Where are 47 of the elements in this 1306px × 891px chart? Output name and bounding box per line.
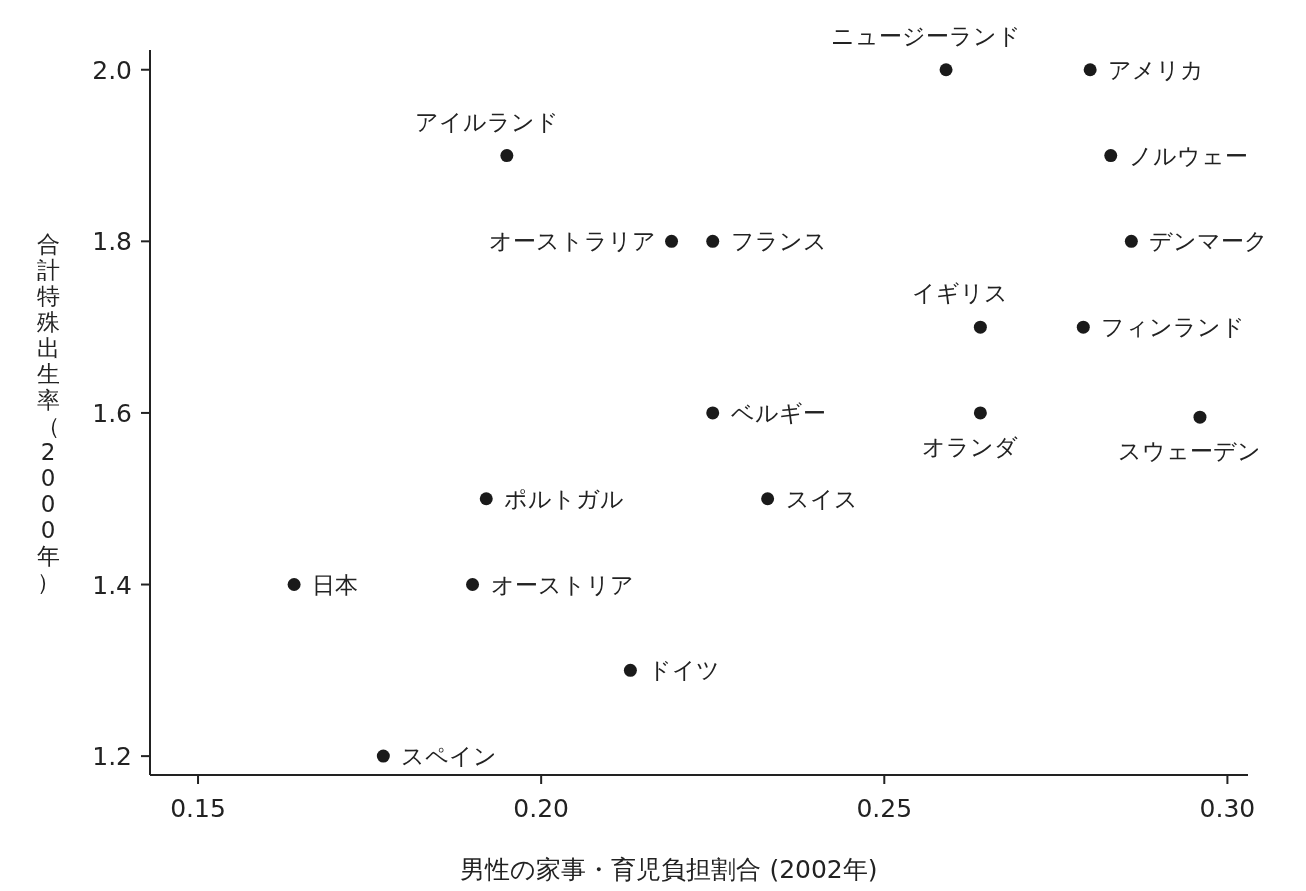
point xyxy=(1076,320,1090,334)
annotation: デンマーク xyxy=(1149,228,1269,255)
annotation: アイルランド xyxy=(414,108,559,135)
y-tick-label: 1.6 xyxy=(92,398,132,428)
x-tick-label: 0.20 xyxy=(513,794,569,823)
annotation: スペイン xyxy=(401,743,498,770)
point xyxy=(466,578,480,592)
point xyxy=(623,663,637,677)
point xyxy=(1193,410,1207,424)
point xyxy=(287,578,301,592)
y-tick-label: 1.8 xyxy=(92,227,132,257)
annotation: オーストラリア xyxy=(488,228,656,255)
point xyxy=(706,406,720,420)
text: 合計特殊出生率（2000年） xyxy=(36,230,60,595)
annotation: ノルウェー xyxy=(1128,142,1248,169)
point xyxy=(1124,234,1138,248)
annotation: アメリカ xyxy=(1108,56,1205,83)
annotation: イギリス xyxy=(912,280,1009,307)
point xyxy=(665,234,679,248)
y-tick-label: 2.0 xyxy=(92,55,132,85)
point xyxy=(706,234,720,248)
point xyxy=(973,320,987,334)
annotation: ドイツ xyxy=(648,657,721,684)
annotation: スイス xyxy=(785,485,858,512)
x-tick-label: 0.30 xyxy=(1199,794,1256,823)
y-tick-label: 1.2 xyxy=(92,742,132,772)
point xyxy=(376,749,390,763)
point xyxy=(761,492,775,506)
annotation: オランダ xyxy=(922,433,1019,460)
annotation: オーストリア xyxy=(490,571,634,598)
y-tick-label: 1.4 xyxy=(92,570,132,600)
annotation: ニュージーランド xyxy=(831,22,1022,49)
x-tick-label: 0.25 xyxy=(856,794,913,823)
x-tick-label: 0.15 xyxy=(170,794,226,823)
annotation: ポルトガル xyxy=(504,485,625,512)
annotation: フランス xyxy=(730,228,827,255)
point xyxy=(973,406,987,420)
point xyxy=(479,492,493,506)
annotation: 日本 xyxy=(312,571,359,598)
annotation: スウェーデン xyxy=(1118,438,1262,465)
point xyxy=(1104,149,1118,163)
point xyxy=(939,63,953,77)
x-axis-title: 男性の家事・育児負担割合 (2002年) xyxy=(460,855,878,884)
annotation: ベルギー xyxy=(730,399,826,426)
point xyxy=(500,149,514,163)
point xyxy=(1083,63,1097,77)
annotation: フィンランド xyxy=(1101,314,1246,341)
